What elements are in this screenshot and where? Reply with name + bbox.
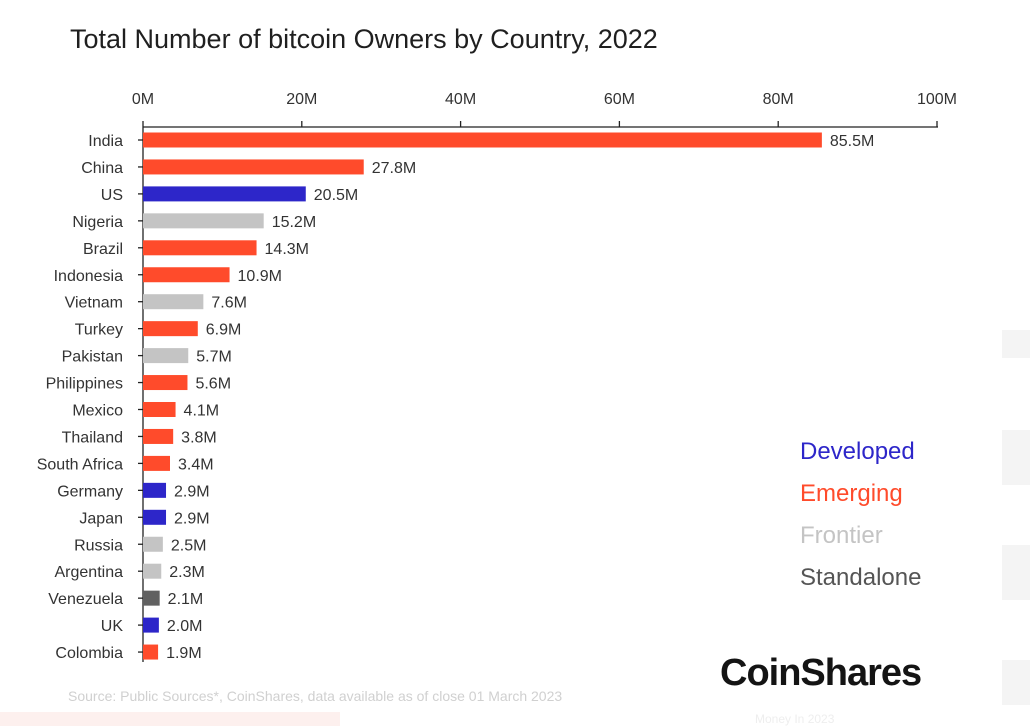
legend-developed: Developed (800, 438, 915, 465)
bar (143, 617, 159, 633)
category-label: Brazil (83, 241, 123, 258)
category-label: India (88, 133, 123, 150)
data-label: 20.5M (314, 187, 358, 204)
data-label: 2.1M (168, 591, 204, 608)
category-label: South Africa (37, 456, 123, 473)
category-label: Germany (57, 483, 123, 500)
category-label: Indonesia (54, 268, 123, 285)
x-tick-label: 100M (917, 91, 957, 108)
legend-frontier: Frontier (800, 522, 883, 549)
data-label: 5.6M (195, 376, 231, 393)
category-label: Vietnam (65, 295, 123, 312)
category-label: Philippines (46, 376, 123, 393)
data-label: 2.9M (174, 510, 210, 527)
bar (143, 590, 160, 606)
data-label: 15.2M (272, 214, 316, 231)
bar (143, 455, 170, 471)
bar (143, 563, 162, 579)
data-label: 3.4M (178, 456, 214, 473)
data-label: 10.9M (238, 268, 282, 285)
bar (143, 348, 189, 364)
bar (143, 213, 264, 229)
faded-edge-block (1002, 330, 1030, 358)
category-label: Russia (74, 537, 123, 554)
category-label: Mexico (72, 403, 123, 420)
faded-background-bar (0, 712, 340, 726)
category-label: Japan (79, 510, 123, 527)
category-label: Colombia (55, 645, 123, 662)
data-label: 85.5M (830, 133, 874, 150)
bar (143, 644, 159, 660)
faded-caption: Money In 2023 (755, 712, 835, 726)
source-note: Source: Public Sources*, CoinShares, dat… (68, 688, 563, 704)
bar (143, 267, 230, 283)
bar (143, 509, 167, 525)
category-label: Nigeria (72, 214, 123, 231)
bar (143, 132, 822, 148)
bar (143, 375, 188, 391)
coinshares-logo: CoinShares (720, 652, 922, 694)
data-label: 7.6M (211, 295, 247, 312)
data-label: 4.1M (184, 403, 220, 420)
legend-standalone: Standalone (800, 564, 922, 591)
data-label: 2.9M (174, 483, 210, 500)
category-label: Venezuela (48, 591, 123, 608)
chart-title: Total Number of bitcoin Owners by Countr… (70, 24, 658, 54)
data-label: 5.7M (196, 349, 232, 366)
faded-edge-block (1002, 430, 1030, 485)
bar (143, 428, 174, 444)
category-label: UK (101, 618, 124, 635)
category-label: China (81, 160, 123, 177)
data-label: 14.3M (265, 241, 309, 258)
bar (143, 186, 306, 202)
bar (143, 482, 167, 498)
data-label: 1.9M (166, 645, 202, 662)
data-label: 27.8M (372, 160, 416, 177)
data-label: 2.3M (169, 564, 205, 581)
bar (143, 402, 176, 417)
legend-emerging: Emerging (800, 480, 903, 507)
x-tick-label: 80M (763, 91, 794, 108)
data-label: 3.8M (181, 429, 217, 446)
category-label: Turkey (75, 322, 123, 339)
x-tick-label: 0M (132, 91, 154, 108)
x-tick-label: 20M (286, 91, 317, 108)
category-label: Pakistan (62, 349, 123, 366)
category-label: Thailand (62, 429, 123, 446)
bar (143, 240, 257, 256)
faded-edge-block (1002, 545, 1030, 600)
data-label: 2.5M (171, 537, 207, 554)
category-label: US (101, 187, 123, 204)
bar (143, 321, 198, 337)
x-tick-label: 60M (604, 91, 635, 108)
category-label: Argentina (55, 564, 124, 581)
bar (143, 536, 163, 552)
bar (143, 159, 364, 175)
x-tick-label: 40M (445, 91, 476, 108)
data-label: 6.9M (206, 322, 242, 339)
faded-edge-block (1002, 660, 1030, 705)
bar (143, 294, 204, 310)
data-label: 2.0M (167, 618, 203, 635)
